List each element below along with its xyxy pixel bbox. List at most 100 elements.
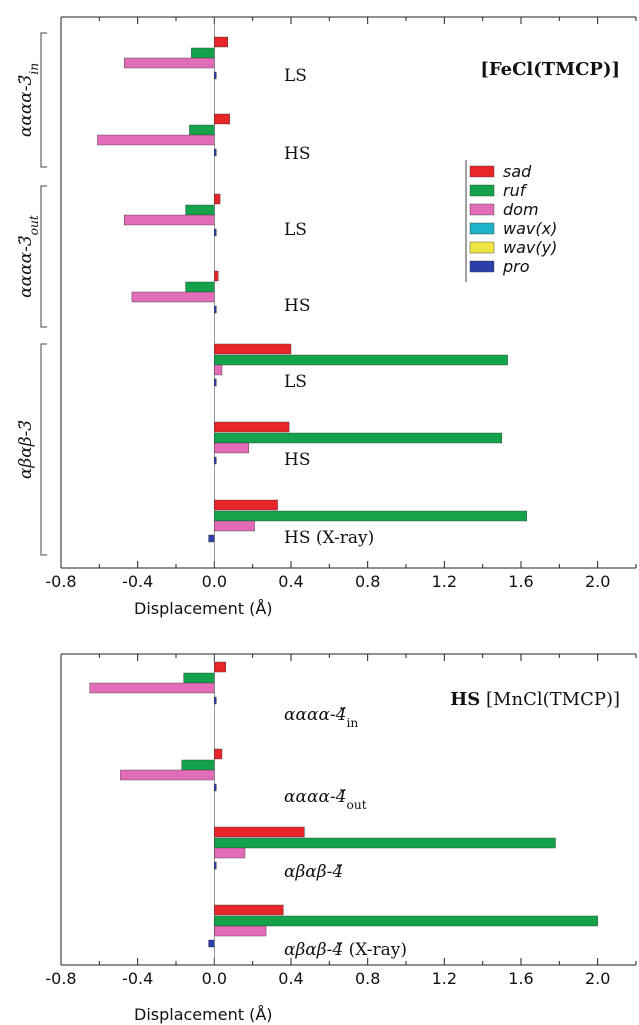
legend-label-sad: sad	[503, 162, 532, 181]
bar-dom	[214, 847, 246, 859]
bar-dom	[124, 214, 215, 226]
bar-dom	[89, 682, 215, 694]
category-label: αβαβ-4̈	[284, 862, 343, 882]
category-0: LS	[214, 343, 508, 392]
x-tick-label: 0.8	[355, 572, 380, 591]
category-label: HS	[284, 296, 310, 316]
category-1: HS	[131, 270, 310, 316]
category-1: HS	[214, 421, 503, 470]
category-0: αααα-4̈in	[89, 661, 358, 730]
legend-swatch-dom	[469, 203, 495, 216]
bar-pro	[214, 228, 217, 237]
bar-ruf	[214, 510, 527, 522]
group-0: LS HS αααα-3̈in	[16, 32, 310, 168]
bar-dom	[214, 520, 255, 532]
label-main: αααα-3̈	[16, 75, 36, 137]
category-label: αβαβ-4̈ (X-ray)	[284, 940, 407, 960]
x-tick-label: 1.2	[432, 572, 457, 591]
bar-ruf	[183, 672, 215, 684]
legend-swatch-pro	[469, 260, 495, 273]
fecl-tmcp-chart: -0.8 -0.4 0.0 0.4 0.8 1.2 1.6 2.0 Displacement (…	[16, 16, 637, 618]
category-label: αααα-4̈out	[284, 787, 367, 812]
category-1: αααα-4̈out	[120, 748, 367, 812]
x-axis-label: Displacement (Å)	[134, 1005, 273, 1024]
category-2: αβαβ-4̈	[214, 826, 556, 882]
bar-pro	[214, 861, 217, 870]
x-tick-label: 1.6	[508, 572, 533, 591]
bar-sad	[214, 113, 230, 125]
bar-sad	[214, 343, 292, 355]
group-label: αβαβ-3̈	[16, 420, 36, 479]
label-subscript: in	[27, 63, 41, 75]
x-tick-label: 0.4	[278, 969, 303, 988]
group-label-text: αααα-3̈out	[16, 215, 41, 298]
group-bracket	[40, 32, 47, 168]
category-label: HS	[284, 450, 310, 470]
x-tick-label: 0.8	[355, 969, 380, 988]
legend-label-ruf: ruf	[503, 181, 528, 200]
mncl-tmcp-chart: -0.8 -0.4 0.0 0.4 0.8 1.2 1.6 2.0 Displacement (…	[45, 653, 637, 1024]
bar-sad	[214, 904, 284, 916]
bar-pro	[214, 148, 217, 157]
category-label: αααα-4̈in	[284, 705, 358, 730]
group-label-text: αβαβ-3̈	[16, 420, 36, 479]
group-bracket	[40, 343, 47, 556]
category-1: HS	[97, 113, 310, 164]
category-0: LS	[124, 193, 307, 240]
group-label-text: αααα-3̈in	[16, 63, 41, 137]
label-subscript: in	[346, 716, 358, 730]
group-2: LS HS HS (X-ray) αβαβ-3̈	[16, 343, 527, 556]
legend-label-wav_y: wav(y)	[503, 238, 557, 257]
group-1: LS HS αααα-3̈out	[16, 185, 310, 328]
bar-ruf	[185, 281, 215, 293]
legend-swatch-ruf	[469, 184, 495, 197]
category-0: LS	[124, 36, 307, 86]
bar-pro	[208, 534, 215, 543]
x-axis-label: Displacement (Å)	[134, 599, 273, 618]
x-tick-label: 2.0	[585, 969, 610, 988]
bar-ruf	[214, 432, 503, 444]
label-main: αααα-4̈	[284, 705, 346, 725]
legend-label-dom: dom	[503, 200, 539, 219]
chart-title: [FeCl(TMCP)]	[480, 59, 620, 80]
bar-ruf	[181, 759, 215, 771]
legend-label-pro: pro	[502, 257, 530, 276]
bar-dom	[120, 769, 215, 781]
bar-ruf	[189, 124, 215, 136]
label-main: αβαβ-4̈	[284, 940, 343, 960]
bar-pro	[214, 71, 217, 80]
bar-ruf	[191, 47, 215, 59]
bar-ruf	[214, 837, 556, 849]
label-main: αβαβ-4̈	[284, 862, 343, 882]
category-label: LS	[284, 372, 307, 392]
legend-swatch-sad	[469, 165, 495, 178]
bar-ruf	[185, 204, 215, 216]
legend-swatch-wav_y	[469, 241, 495, 254]
bar-dom	[124, 57, 215, 69]
x-tick-label: 1.6	[508, 969, 533, 988]
label-subscript: out	[27, 215, 41, 235]
bar-sad	[214, 421, 290, 433]
bar-sad	[214, 499, 278, 511]
x-tick-label: -0.4	[122, 969, 153, 988]
label-suffix: (X-ray)	[343, 940, 407, 960]
category-label: LS	[284, 66, 307, 86]
x-tick-label: -0.4	[122, 572, 153, 591]
bar-sad	[214, 193, 221, 205]
bar-pro	[214, 305, 217, 314]
label-main: αααα-3̈	[16, 235, 36, 297]
x-tick-label: -0.8	[45, 572, 76, 591]
bar-sad	[214, 36, 228, 48]
title-bold-part: HS	[450, 689, 480, 710]
bar-pro	[214, 378, 217, 387]
bar-sad	[214, 826, 305, 838]
bar-ruf	[214, 915, 598, 927]
bar-pro	[214, 456, 217, 465]
group-label: αααα-3̈in	[16, 63, 41, 137]
category-3: αβαβ-4̈ (X-ray)	[208, 904, 598, 960]
bar-dom	[97, 134, 215, 146]
x-tick-label: 2.0	[585, 572, 610, 591]
bar-sad	[214, 748, 223, 760]
